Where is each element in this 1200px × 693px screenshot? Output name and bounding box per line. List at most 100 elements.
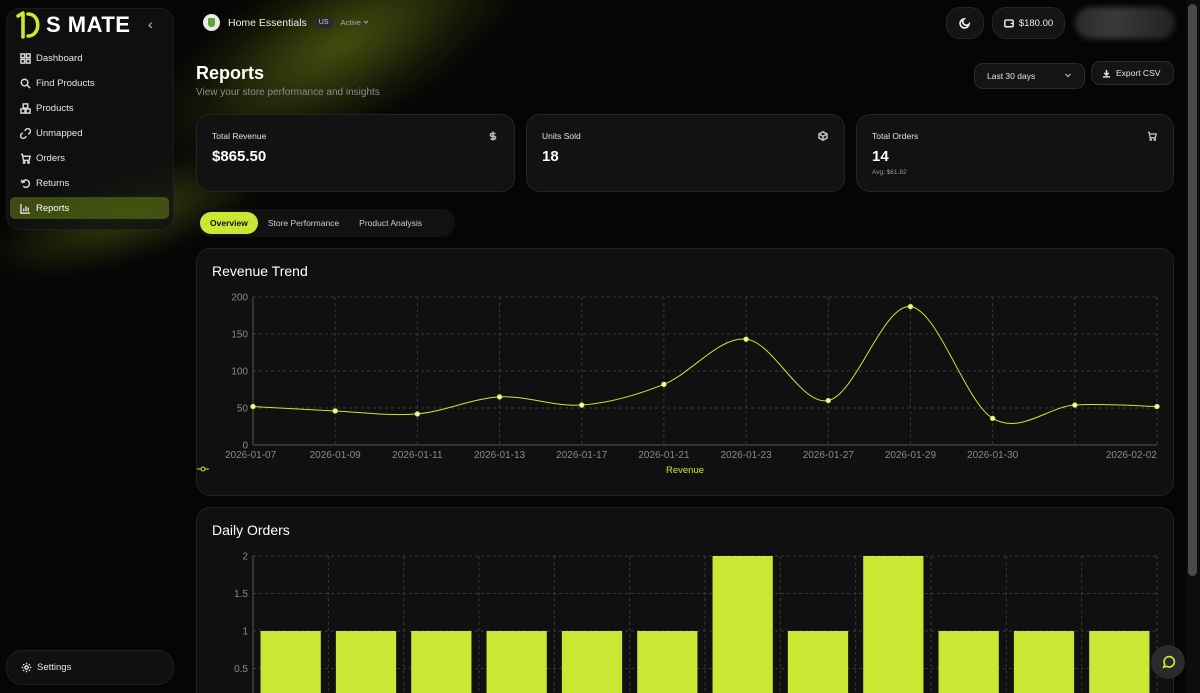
y-tick-label: 2	[242, 552, 248, 563]
scrollbar[interactable]	[1186, 0, 1200, 693]
dashboard-icon	[20, 52, 31, 64]
balance-amount: $180.00	[1018, 17, 1054, 29]
sidebar-panel	[6, 8, 174, 230]
data-point	[743, 336, 749, 342]
stat-label: Total Orders	[872, 131, 919, 141]
package-icon	[818, 131, 828, 141]
link-broken-icon	[20, 127, 31, 139]
sidebar-item-products[interactable]: Products	[10, 97, 169, 119]
collapse-sidebar-button[interactable]: ‹	[148, 16, 153, 32]
export-label: Export CSV	[1116, 68, 1161, 78]
cart-icon	[20, 153, 31, 164]
export-csv-button[interactable]: Export CSV	[1091, 61, 1174, 85]
y-tick-label: 1	[242, 627, 248, 638]
x-tick-label: 2026-02-02	[1106, 450, 1158, 461]
order-bar	[561, 631, 623, 693]
sidebar: S MATE ‹ Dashboard Find Products Product…	[0, 0, 180, 693]
gear-icon	[21, 662, 32, 673]
logo-text: S MATE	[46, 12, 131, 37]
store-name: Home Essentials	[228, 16, 307, 29]
chat-icon	[1161, 655, 1175, 669]
wallet-icon	[1003, 19, 1014, 28]
settings-label: Settings	[37, 662, 72, 673]
order-bar	[712, 556, 773, 693]
stat-label: Total Revenue	[212, 131, 267, 141]
x-tick-label: 2026-01-21	[638, 450, 690, 461]
stat-value: $865.50	[212, 148, 267, 165]
sidebar-item-label: Orders	[36, 152, 66, 164]
x-tick-label: 2026-01-07	[225, 450, 277, 461]
chart-title: Revenue Trend	[212, 263, 308, 279]
order-bar	[1089, 631, 1150, 693]
sidebar-item-label: Unmapped	[36, 127, 83, 139]
order-bar	[411, 631, 472, 693]
order-bar	[637, 631, 698, 693]
scrollbar-thumb[interactable]	[1188, 4, 1197, 576]
date-range-value: Last 30 days	[987, 71, 1036, 81]
stat-value: 18	[542, 148, 559, 165]
store-status[interactable]: Active	[341, 18, 370, 27]
daily-orders-card: Daily Orders 0.5 1 1.5 2	[196, 507, 1174, 693]
boxes-icon	[20, 102, 31, 114]
moon-icon	[959, 17, 971, 29]
data-point	[989, 415, 996, 422]
x-tick-label: 2026-01-30	[967, 450, 1019, 461]
x-tick-label: 2026-01-11	[392, 450, 443, 461]
store-switcher[interactable]: Home Essentials US Active	[203, 14, 369, 31]
legend-label: Revenue	[665, 465, 705, 476]
sidebar-item-orders[interactable]: Orders	[10, 147, 169, 169]
y-tick-label: 200	[231, 293, 248, 304]
sidebar-item-returns[interactable]: Returns	[10, 172, 169, 194]
order-bar	[787, 631, 849, 693]
sidebar-item-reports[interactable]: Reports	[10, 197, 169, 219]
sidebar-nav: Dashboard Find Products Products Unmappe…	[10, 47, 169, 222]
y-tick-label: 0.5	[234, 664, 248, 675]
x-tick-label: 2026-01-17	[556, 450, 608, 461]
x-tick-label: 2026-01-09	[310, 450, 362, 461]
sidebar-item-label: Find Products	[36, 77, 95, 89]
sidebar-item-label: Reports	[36, 202, 70, 214]
user-profile-button[interactable]	[1075, 7, 1175, 39]
data-point	[1072, 402, 1078, 408]
chevron-down-icon	[1065, 73, 1071, 78]
revenue-series-line	[252, 306, 1158, 424]
chat-support-button[interactable]	[1151, 645, 1185, 679]
region-badge: US	[314, 17, 333, 28]
chart-title: Daily Orders	[212, 522, 290, 538]
return-icon	[20, 178, 31, 188]
sidebar-item-find-products[interactable]: Find Products	[10, 72, 169, 94]
x-tick-label: 2026-01-27	[803, 450, 855, 461]
sidebar-item-settings[interactable]: Settings	[6, 650, 174, 685]
y-tick-label: 50	[237, 404, 249, 415]
sidebar-item-label: Dashboard	[36, 52, 83, 64]
shopify-bag-icon	[203, 14, 220, 31]
data-point	[414, 411, 421, 417]
x-tick-label: 2026-01-13	[474, 450, 526, 461]
data-point	[1154, 403, 1160, 410]
logo-mark-icon	[16, 11, 40, 39]
order-bar	[335, 631, 397, 693]
theme-toggle-button[interactable]	[946, 7, 984, 39]
stat-label: Units Sold	[542, 131, 581, 141]
cart-icon	[1147, 131, 1157, 141]
date-range-select[interactable]: Last 30 days	[974, 63, 1085, 89]
sidebar-item-unmapped[interactable]: Unmapped	[10, 122, 169, 144]
revenue-trend-card: Revenue Trend 0 50 100 150 200 2026-01-07 2026…	[196, 248, 1174, 496]
bar-chart-icon	[20, 203, 31, 214]
sidebar-item-dashboard[interactable]: Dashboard	[10, 47, 169, 69]
y-tick-label: 0	[242, 441, 248, 452]
data-point	[496, 394, 503, 400]
data-point	[825, 397, 831, 404]
y-tick-label: 100	[231, 367, 248, 378]
chart-legend: Revenue	[197, 465, 1173, 476]
stat-card-units-sold: Units Sold 18	[526, 114, 845, 192]
tab-product-analysis[interactable]: Product Analysis	[359, 218, 422, 228]
x-tick-label: 2026-01-29	[885, 450, 937, 461]
page-title: Reports	[196, 63, 265, 83]
tab-store-performance[interactable]: Store Performance	[267, 218, 340, 228]
order-bar	[863, 556, 924, 693]
wallet-balance-button[interactable]: $180.00	[992, 7, 1065, 39]
order-bar	[1013, 631, 1075, 693]
stat-card-total-orders: Total Orders 14 Avg: $61.82	[856, 114, 1174, 192]
tab-overview[interactable]: Overview	[200, 212, 258, 234]
